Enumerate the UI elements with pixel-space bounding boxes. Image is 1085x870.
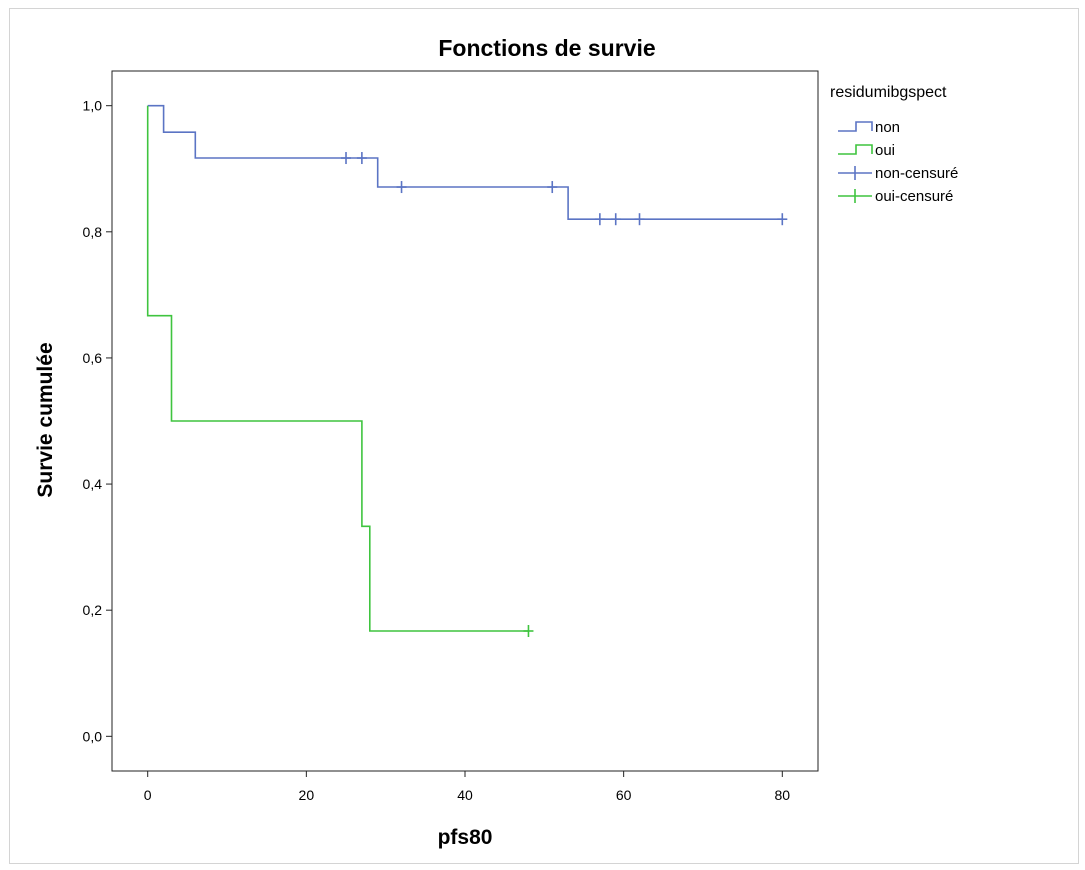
y-tick-label: 0,0: [83, 728, 103, 744]
series-line-oui: [146, 105, 529, 632]
censor-marker-non: [777, 213, 788, 226]
x-tick-label: 20: [299, 787, 315, 803]
censor-marker-oui: [523, 625, 534, 637]
legend-label: oui-censuré: [875, 188, 953, 205]
censor-marker-non: [610, 213, 621, 226]
x-tick-label: 80: [775, 787, 791, 803]
series-line-non: [147, 104, 783, 220]
legend-step-icon: [838, 144, 873, 155]
legend-label: non-censuré: [875, 165, 958, 182]
y-axis-title: Survie cumulée: [34, 342, 57, 497]
y-axis: 0,0 0,2 0,4 0,6 0,8 1,0: [83, 98, 112, 744]
x-axis-title: pfs80: [438, 826, 493, 849]
legend-title: residumibgspect: [830, 84, 947, 101]
legend: residumibgspect non oui non-censuré oui-cen…: [830, 84, 958, 205]
censor-marker-non: [356, 152, 367, 165]
legend-entry: non-censuré: [838, 165, 958, 182]
legend-step-icon: [838, 121, 873, 132]
y-tick-label: 0,2: [83, 602, 103, 618]
censor-marker-non: [396, 181, 407, 194]
censor-marker-non: [341, 152, 352, 165]
legend-label: oui: [875, 142, 895, 159]
x-tick-label: 40: [457, 787, 473, 803]
y-tick-label: 0,4: [83, 476, 103, 492]
y-tick-label: 0,8: [83, 224, 103, 240]
y-tick-label: 1,0: [83, 98, 103, 114]
legend-entry: oui: [838, 142, 895, 159]
legend-entry: non: [838, 119, 900, 136]
censor-marker-non: [594, 213, 605, 226]
chart-title: Fonctions de survie: [438, 35, 655, 61]
x-tick-label: 60: [616, 787, 632, 803]
chart-frame: [9, 8, 1079, 864]
legend-label: non: [875, 119, 900, 136]
y-tick-label: 0,6: [83, 350, 103, 366]
censor-marker-non: [547, 181, 558, 194]
censor-marker-non: [634, 213, 645, 226]
legend-entry: oui-censuré: [838, 188, 953, 205]
x-tick-label: 0: [144, 787, 152, 803]
series-layer: [146, 104, 788, 637]
x-axis: 0 20 40 60 80: [144, 771, 791, 803]
